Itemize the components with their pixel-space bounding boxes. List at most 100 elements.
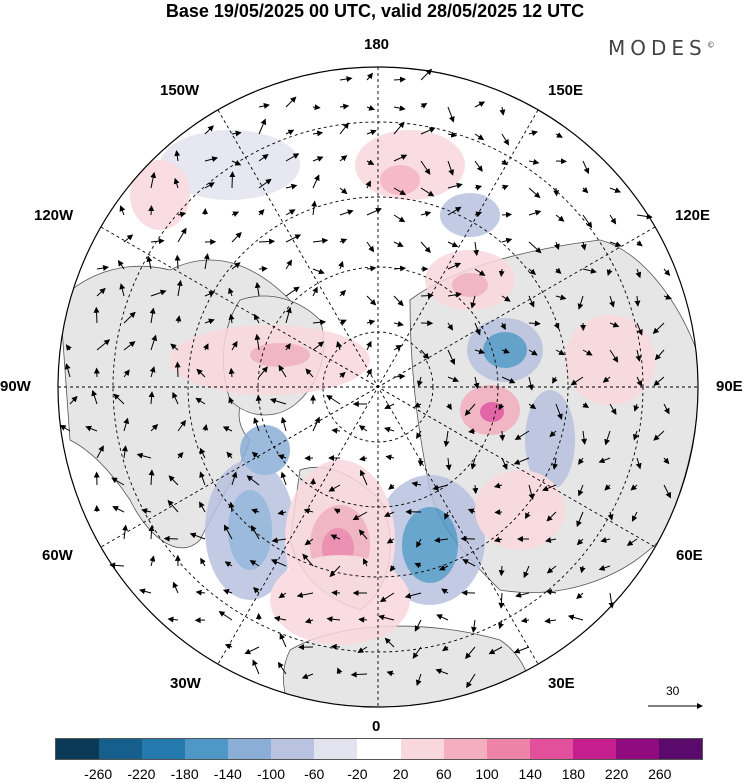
wind-arrow xyxy=(393,76,406,83)
wind-arrow xyxy=(417,457,424,467)
wind-arrow xyxy=(552,457,558,470)
wind-arrow xyxy=(663,294,672,300)
wind-arrow xyxy=(326,394,341,405)
wind-arrow xyxy=(582,214,593,229)
wind-arrow xyxy=(652,322,665,335)
wind-arrow xyxy=(330,643,341,650)
wind-arrow xyxy=(576,592,584,600)
wind-arrow xyxy=(663,268,671,276)
wind-arrow xyxy=(555,214,565,222)
wind-arrow xyxy=(635,268,642,279)
colorbar-tick-label: -180 xyxy=(170,766,199,782)
wind-arrow xyxy=(438,564,449,571)
wind-arrow xyxy=(121,445,128,459)
wind-arrow xyxy=(528,349,538,356)
wind-arrow xyxy=(386,537,395,544)
wind-arrow xyxy=(411,481,422,488)
wind-arrow xyxy=(277,509,287,516)
wind-arrow xyxy=(555,403,563,420)
wind-arrow xyxy=(499,106,506,116)
colorbar-tick-label: -20 xyxy=(347,766,368,782)
wind-arrow xyxy=(339,238,348,245)
wind-arrow xyxy=(285,96,297,108)
wind-arrow xyxy=(174,150,181,162)
wind-arrow xyxy=(174,254,181,270)
wind-arrow xyxy=(366,295,377,306)
wind-arrow xyxy=(501,376,516,384)
wind-arrow xyxy=(447,160,454,176)
wind-arrow xyxy=(231,130,242,137)
wind-arrow xyxy=(474,348,486,355)
wind-arrow xyxy=(472,484,479,495)
wind-arrow xyxy=(420,102,428,109)
wind-arrow xyxy=(305,368,314,378)
wind-arrow xyxy=(167,499,179,513)
wind-arrow xyxy=(501,184,509,191)
wind-arrow xyxy=(436,614,449,621)
colorbar-swatch xyxy=(314,739,358,759)
wind-arrow xyxy=(441,588,449,595)
wind-arrow xyxy=(383,511,395,517)
wind-arrow xyxy=(420,210,432,217)
wind-arrow xyxy=(141,508,152,514)
wind-arrow xyxy=(258,103,270,109)
wind-arrow xyxy=(379,592,395,603)
wind-arrow xyxy=(555,132,563,138)
wind-arrow xyxy=(273,615,287,622)
wind-arrow xyxy=(251,508,260,515)
lon-label-180: 180 xyxy=(364,36,390,53)
wind-arrow xyxy=(168,475,179,486)
wind-arrow xyxy=(366,72,374,81)
wind-arrow xyxy=(218,611,233,621)
wind-arrow xyxy=(312,286,318,297)
wind-arrow xyxy=(447,182,463,189)
wind-arrow xyxy=(231,340,238,351)
wind-arrow xyxy=(417,376,423,387)
lon-label-120w: 120W xyxy=(34,207,74,224)
wind-arrow xyxy=(393,154,408,162)
wind-arrow xyxy=(312,130,324,137)
wind-arrow xyxy=(200,557,206,567)
wind-arrow xyxy=(393,295,404,307)
wind-arrow xyxy=(336,340,342,351)
wind-arrow xyxy=(113,393,125,405)
wind-arrow xyxy=(339,289,347,297)
wind-arrow xyxy=(203,253,210,270)
wind-arrow xyxy=(228,313,235,324)
wind-arrow xyxy=(552,376,558,384)
wind-arrow xyxy=(339,155,348,162)
colorbar-tick-label: 100 xyxy=(475,766,499,782)
wind-arrow xyxy=(357,646,368,654)
wind-arrow xyxy=(609,187,622,193)
wind-arrow xyxy=(466,673,476,689)
wind-arrow xyxy=(231,471,238,486)
wind-arrow xyxy=(93,306,100,324)
wind-arrow xyxy=(339,187,348,195)
wind-arrow xyxy=(606,268,613,276)
wind-arrow xyxy=(632,430,639,441)
wind-arrow xyxy=(447,262,462,270)
lon-label-30e: 30E xyxy=(548,675,575,692)
lon-label-150w: 150W xyxy=(160,82,200,99)
wind-arrow xyxy=(609,321,620,328)
wind-arrow xyxy=(393,265,407,272)
wind-arrow xyxy=(278,592,287,599)
wind-arrow xyxy=(277,661,287,675)
wind-arrow xyxy=(420,68,433,81)
wind-arrow xyxy=(258,366,268,378)
wind-arrow xyxy=(416,538,422,548)
wind-arrow xyxy=(393,344,403,351)
wind-arrow xyxy=(636,213,653,220)
wind-arrow xyxy=(626,538,638,546)
wind-arrow xyxy=(545,537,557,544)
wind-arrow xyxy=(546,565,557,574)
wind-arrow xyxy=(177,211,187,218)
wind-arrow xyxy=(358,425,368,432)
wind-arrow xyxy=(312,416,320,432)
wind-arrow xyxy=(528,403,537,410)
reference-vector-label: 30 xyxy=(666,684,680,698)
wind-arrow xyxy=(199,501,206,513)
wind-arrow xyxy=(150,238,165,245)
wind-arrow xyxy=(296,592,314,598)
wind-arrow xyxy=(175,315,182,324)
